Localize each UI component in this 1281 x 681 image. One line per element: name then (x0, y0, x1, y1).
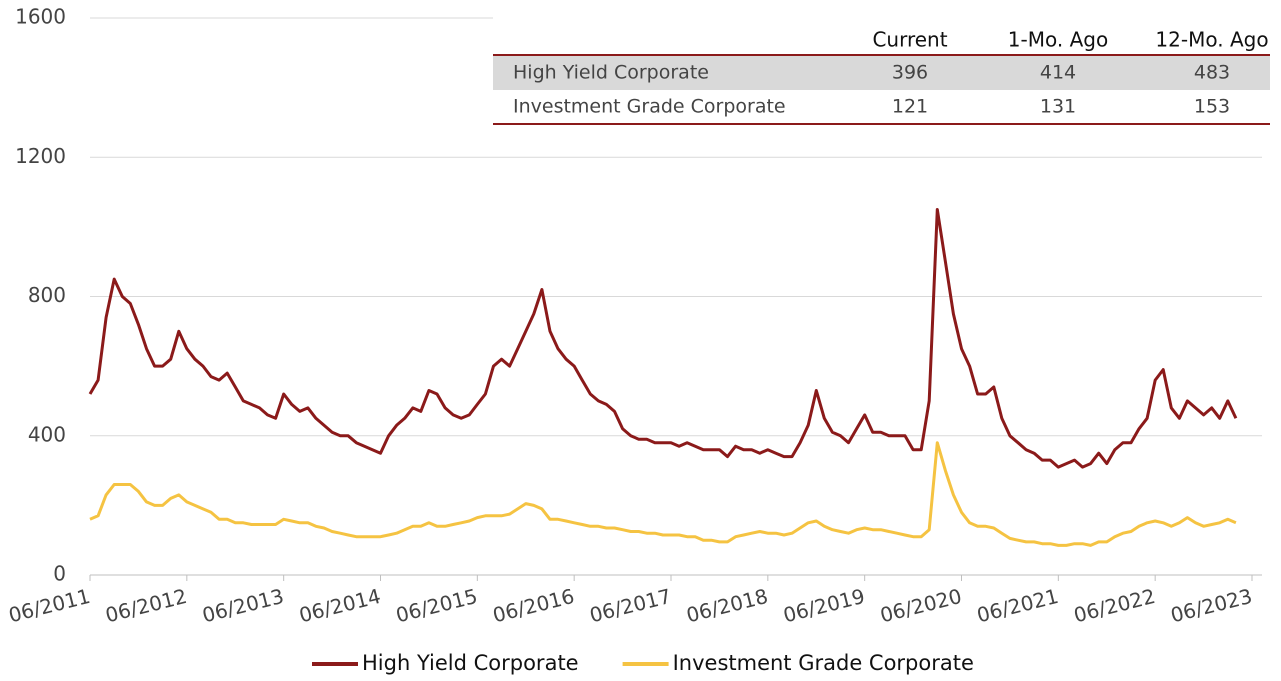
series-line (88, 208, 1238, 469)
table-header: 1-Mo. Ago (1008, 28, 1108, 52)
table-cell: 396 (892, 62, 928, 84)
x-tick-label: 06/2020 (878, 584, 964, 627)
legend-label: Investment Grade Corporate (673, 651, 974, 675)
legend-label: High Yield Corporate (362, 651, 579, 675)
x-tick-label: 06/2021 (974, 584, 1060, 627)
x-tick-label: 06/2023 (1168, 584, 1254, 627)
table-cell: 131 (1040, 96, 1076, 118)
x-tick-label: 06/2014 (297, 584, 383, 627)
table-cell: 483 (1194, 62, 1230, 84)
table-header: Current (872, 28, 947, 52)
y-tick-label: 0 (53, 562, 66, 586)
table-row-shade (493, 56, 1270, 90)
x-tick-label: 06/2013 (200, 584, 286, 627)
y-tick-label: 800 (28, 283, 66, 307)
table-cell: 153 (1194, 96, 1230, 118)
x-tick-label: 06/2022 (1071, 584, 1157, 627)
y-tick-label: 400 (28, 422, 66, 446)
x-tick-label: 06/2017 (587, 584, 673, 627)
table-cell: 121 (892, 96, 928, 118)
y-tick-label: 1200 (15, 144, 66, 168)
table-header: 12-Mo. Ago (1155, 28, 1268, 52)
table-cell: 414 (1040, 62, 1076, 84)
x-tick-label: 06/2011 (6, 584, 92, 627)
table-row-label: High Yield Corporate (513, 62, 709, 84)
y-tick-label: 1600 (15, 5, 66, 29)
x-tick-label: 06/2019 (781, 584, 867, 627)
table-row-label: Investment Grade Corporate (513, 96, 786, 118)
x-tick-label: 06/2018 (684, 584, 770, 627)
x-tick-label: 06/2015 (393, 584, 479, 627)
x-tick-label: 06/2016 (490, 584, 576, 627)
series-line (89, 441, 1237, 547)
x-tick-label: 06/2012 (103, 584, 189, 627)
